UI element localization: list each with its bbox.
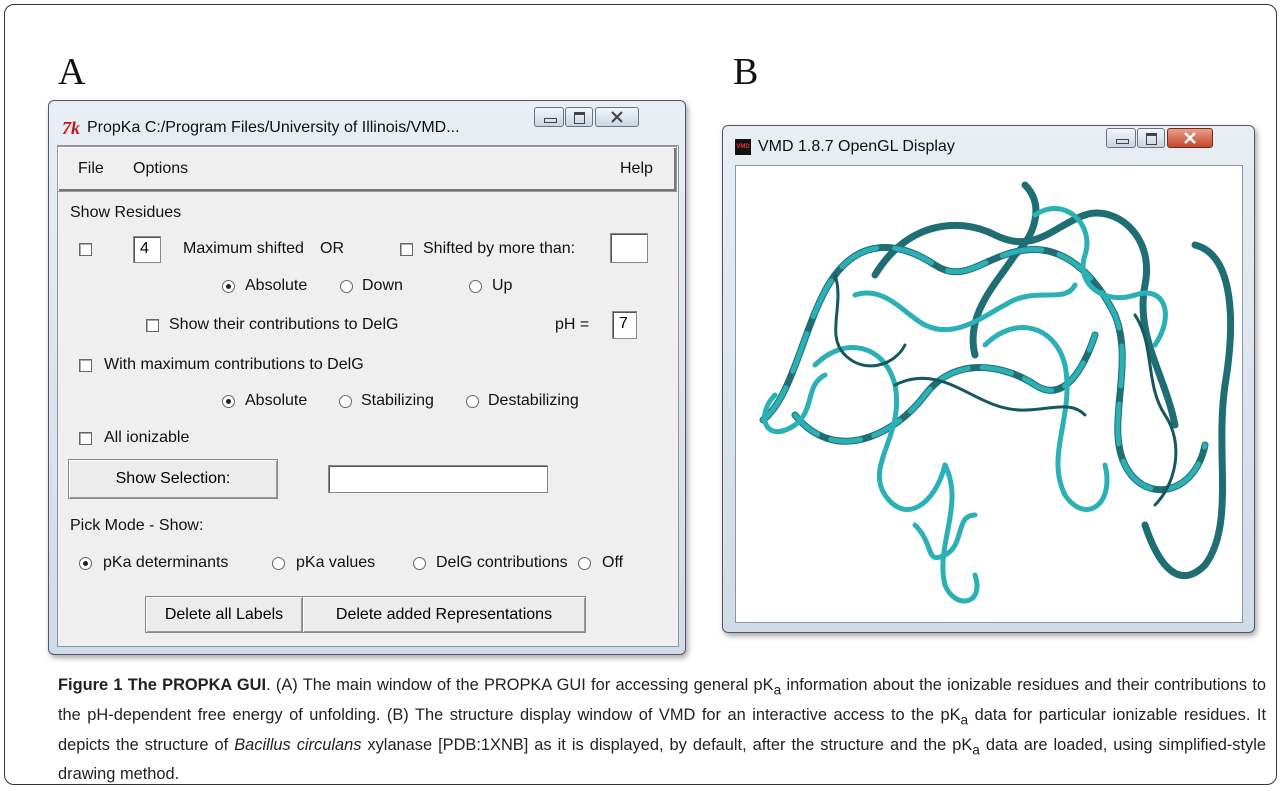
- radio-label: Absolute: [245, 276, 307, 296]
- caption-subscript: a: [972, 742, 980, 757]
- icon: [611, 111, 623, 123]
- checkbox[interactable]: [79, 243, 92, 256]
- radio-button[interactable]: [466, 395, 479, 408]
- minimize-button[interactable]: [1106, 128, 1136, 148]
- text-entry[interactable]: [328, 465, 548, 493]
- label: OR: [320, 239, 344, 259]
- delete-representations-button[interactable]: Delete added Representations: [302, 596, 586, 633]
- menu-item[interactable]: Help: [620, 159, 653, 179]
- delete-labels-button[interactable]: Delete all Labels: [145, 596, 303, 633]
- close-button[interactable]: [595, 107, 639, 127]
- panel-label: B: [733, 50, 758, 94]
- icon: [1146, 133, 1157, 145]
- window-icon: 7k: [62, 118, 80, 138]
- label: Show their contributions to DelG: [169, 315, 398, 335]
- label: All ionizable: [104, 428, 189, 448]
- label: Maximum shifted: [183, 239, 304, 259]
- protein-ribbon: [735, 165, 1241, 621]
- icon: [1184, 132, 1196, 144]
- radio-label: pKa values: [296, 553, 375, 573]
- radio-button[interactable]: [222, 395, 235, 408]
- maximize-button[interactable]: [565, 107, 593, 127]
- text-entry[interactable]: 7: [612, 311, 637, 339]
- caption-heading: Figure 1 The PROPKA GUI: [58, 676, 266, 694]
- menu-item[interactable]: File: [78, 159, 104, 179]
- radio-label: DelG contributions: [436, 553, 568, 573]
- label: With maximum contributions to DelG: [104, 355, 364, 375]
- radio-label: Absolute: [245, 391, 307, 411]
- text-entry[interactable]: 4: [133, 236, 161, 263]
- radio-label: pKa determinants: [103, 553, 228, 573]
- checkbox[interactable]: [400, 243, 413, 256]
- radio-button[interactable]: [79, 557, 92, 570]
- icon: [544, 118, 557, 123]
- caption-subscript: a: [961, 712, 969, 727]
- radio-label: Down: [362, 276, 403, 296]
- radio-button[interactable]: [413, 557, 426, 570]
- page: A B 7k PropKa C:/Program Files/Universit…: [0, 0, 1283, 791]
- radio-label: Off: [602, 553, 623, 573]
- radio-label: Up: [492, 276, 512, 296]
- radio-button[interactable]: [272, 557, 285, 570]
- icon: [574, 112, 585, 124]
- label: Shifted by more than:: [423, 239, 575, 259]
- checkbox[interactable]: [79, 359, 92, 372]
- checkbox[interactable]: [146, 319, 159, 332]
- window-icon: VMD: [735, 139, 751, 155]
- minimize-button[interactable]: [534, 107, 564, 127]
- radio-button[interactable]: [340, 280, 353, 293]
- maximize-button[interactable]: [1137, 128, 1165, 148]
- close-button[interactable]: [1167, 128, 1213, 148]
- caption-text: xylanase [PDB:1XNB] as it is displayed, …: [361, 736, 972, 754]
- window-title: PropKa C:/Program Files/University of Il…: [87, 118, 460, 138]
- menu-item[interactable]: Options: [133, 159, 188, 179]
- icon: [1116, 139, 1129, 144]
- radio-label: Destabilizing: [488, 391, 579, 411]
- figure-caption: Figure 1 The PROPKA GUI. (A) The main wi…: [58, 673, 1266, 788]
- radio-button[interactable]: [222, 280, 235, 293]
- label: pH =: [555, 315, 589, 335]
- caption-species: Bacillus circulans: [234, 736, 361, 754]
- section-label: Show Residues: [70, 203, 181, 223]
- radio-label: Stabilizing: [361, 391, 434, 411]
- checkbox[interactable]: [79, 432, 92, 445]
- radio-button[interactable]: [469, 280, 482, 293]
- panel-label: A: [58, 50, 85, 94]
- show-selection-button[interactable]: Show Selection:: [68, 459, 278, 499]
- radio-button[interactable]: [339, 395, 352, 408]
- window-title: VMD 1.8.7 OpenGL Display: [758, 137, 955, 157]
- radio-button[interactable]: [578, 557, 591, 570]
- caption-text: . (A) The main window of the PROPKA GUI …: [266, 676, 774, 694]
- text-entry[interactable]: [610, 233, 648, 263]
- section-label: Pick Mode - Show:: [70, 516, 203, 536]
